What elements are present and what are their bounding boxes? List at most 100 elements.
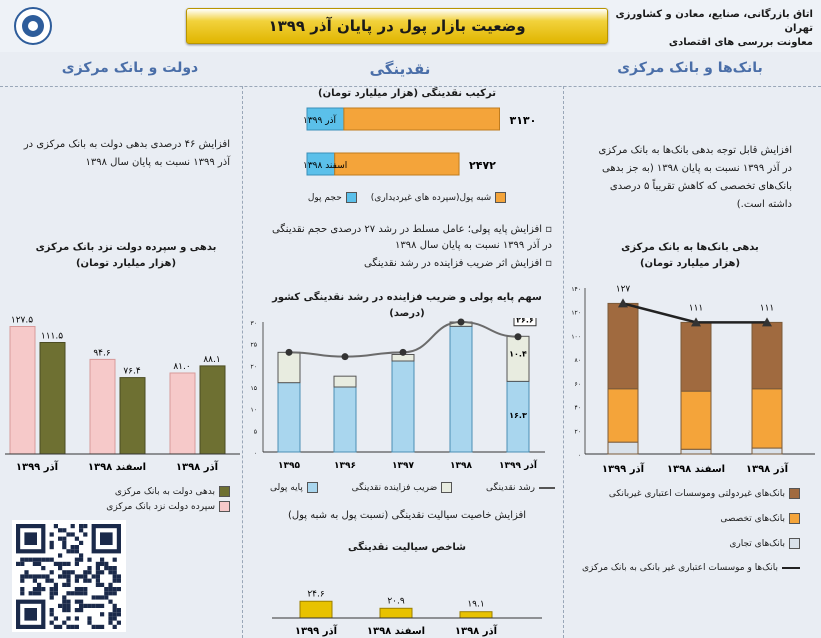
line-liquidity-growth bbox=[288, 320, 519, 358]
government-chart-unit: (هزار میلیارد تومان) bbox=[75, 258, 177, 269]
qr-module bbox=[32, 561, 37, 566]
qr-module bbox=[53, 561, 58, 566]
qr-module bbox=[16, 561, 21, 566]
qr-module bbox=[53, 524, 58, 529]
bar-liquidity-index bbox=[299, 600, 333, 619]
qr-module bbox=[74, 616, 79, 621]
qr-module bbox=[74, 536, 79, 541]
legend-label: بدهی دولت به بانک مرکزی bbox=[114, 486, 215, 497]
category-label: آذر ۱۳۹۸ bbox=[455, 624, 498, 637]
legend-swatch-orange bbox=[789, 513, 800, 524]
qr-module bbox=[24, 574, 29, 579]
y-tick-label: ۱۵ bbox=[251, 385, 257, 392]
qr-module bbox=[49, 545, 54, 550]
qr-module bbox=[79, 540, 84, 545]
qr-module bbox=[24, 570, 29, 575]
legend-label: شبه پول(سپرده های غیردیداری) bbox=[370, 192, 492, 203]
qr-module bbox=[70, 532, 75, 537]
total-label: ۳۱۳۰ bbox=[509, 114, 536, 127]
qr-module bbox=[41, 574, 46, 579]
bar-government-deposit bbox=[89, 358, 116, 455]
bar-multiplier bbox=[506, 335, 530, 382]
qr-module bbox=[79, 599, 84, 604]
qr-module bbox=[83, 524, 88, 529]
growth-chart: ۰ ۵ ۱۰ ۱۵ ۲۰ ۲۵ ۳۰ ۱۳۹۵ ۱۳۹۶ ۱۳۹۷ ۱۳۹۸ آذر ۱۳۹۹ ۲۶.۶… bbox=[251, 318, 545, 471]
qr-module bbox=[95, 561, 100, 566]
banks-legend: بانک‌های غیردولتی وموسسات اعتباری غیربان… bbox=[580, 488, 800, 573]
qr-module bbox=[62, 582, 67, 587]
qr-module bbox=[112, 574, 117, 579]
qr-module bbox=[108, 612, 113, 617]
qr-module bbox=[41, 587, 46, 592]
category-label: اسفند ۱۳۹۸ bbox=[667, 464, 725, 475]
bullet-item: ▫ افزایش پایه پولی؛ عامل مسلط در رشد ۲۷ … bbox=[271, 224, 552, 251]
qr-module bbox=[74, 578, 79, 583]
qr-module bbox=[66, 570, 71, 575]
y-tick-label: ۰ bbox=[578, 452, 581, 459]
org-line-2: معاونت بررسی های اقتصادی bbox=[668, 37, 813, 48]
bar-multiplier bbox=[277, 351, 301, 384]
qr-module bbox=[49, 620, 54, 625]
qr-module bbox=[58, 566, 63, 571]
qr-module bbox=[83, 578, 88, 583]
qr-module bbox=[58, 624, 63, 629]
legend-swatch-orange bbox=[495, 192, 507, 203]
qr-module bbox=[49, 591, 54, 596]
section-liquidity-title: نقدینگی bbox=[369, 60, 431, 78]
legend-line bbox=[782, 567, 800, 569]
qr-module bbox=[104, 561, 109, 566]
point-total-debt bbox=[691, 317, 701, 327]
qr-module bbox=[58, 528, 63, 533]
liquidity-bullets: ▫ افزایش پایه پولی؛ عامل مسلط در رشد ۲۷ … bbox=[262, 222, 552, 272]
category-label: آذر ۱۳۹۹ bbox=[303, 114, 337, 126]
qr-module bbox=[49, 587, 54, 592]
section-government-title: دولت و بانک مرکزی bbox=[61, 60, 199, 76]
category-label: ۱۳۹۷ bbox=[392, 461, 414, 471]
qr-module bbox=[104, 587, 109, 592]
qr-module bbox=[62, 528, 67, 533]
qr-module bbox=[53, 591, 58, 596]
composition-legend: شبه پول(سپرده های غیردیداری) حجم پول bbox=[262, 192, 552, 203]
qr-module bbox=[49, 540, 54, 545]
qr-module bbox=[74, 599, 79, 604]
government-chart-title: بدهی و سپرده دولت نزد بانک مرکزی (هزار م… bbox=[20, 240, 232, 272]
qr-module bbox=[112, 570, 117, 575]
qr-module bbox=[28, 557, 33, 562]
qr-module bbox=[24, 557, 29, 562]
qr-module bbox=[58, 553, 63, 558]
qr-module bbox=[74, 561, 79, 566]
qr-module bbox=[87, 603, 92, 608]
qr-module bbox=[66, 603, 71, 608]
legend-swatch-grey bbox=[789, 538, 800, 549]
bar-commercial-banks bbox=[680, 448, 712, 455]
banks-chart: ۰ ۲۰ ۴۰ ۶۰ ۸۰ ۱۰۰ ۱۲۰ ۱۴۰ ۱۱۱ آذر ۱۳۹۸ ۱۱۱ اسفند ۱۳… bbox=[571, 284, 815, 475]
qr-finder-core bbox=[100, 532, 113, 545]
qr-module bbox=[62, 608, 67, 613]
category-label: اسفند ۱۳۹۸ bbox=[88, 462, 146, 473]
legend-label: سپرده دولت نزد بانک مرکزی bbox=[106, 501, 215, 512]
legend-item-commercial-banks: بانک‌های تجاری bbox=[580, 538, 800, 549]
qr-module bbox=[66, 549, 71, 554]
bar-private-banks bbox=[751, 321, 783, 390]
bar-government-debt bbox=[119, 377, 146, 455]
qr-module bbox=[70, 524, 75, 529]
qr-module bbox=[83, 587, 88, 592]
qr-module bbox=[45, 578, 50, 583]
point-total-debt bbox=[618, 298, 628, 308]
legend-item-government-deposit: سپرده دولت نزد بانک مرکزی bbox=[60, 501, 230, 512]
category-label: ۱۳۹۵ bbox=[278, 461, 300, 471]
y-tick-label: ۲۵ bbox=[251, 342, 257, 349]
qr-module bbox=[74, 545, 79, 550]
legend-swatch-light-blue bbox=[306, 482, 318, 493]
qr-module bbox=[66, 578, 71, 583]
point-liquidity-growth bbox=[285, 348, 293, 356]
qr-module bbox=[74, 574, 79, 579]
legend-label: بانک‌های تخصصی bbox=[720, 513, 785, 524]
qr-module bbox=[70, 570, 75, 575]
qr-module bbox=[83, 532, 88, 537]
bar-multiplier bbox=[333, 375, 357, 388]
legend-swatch-light bbox=[441, 482, 453, 493]
qr-module bbox=[20, 561, 25, 566]
data-label: ۱۱۱.۵ bbox=[41, 332, 63, 342]
y-tick-label: ۵ bbox=[254, 428, 257, 435]
